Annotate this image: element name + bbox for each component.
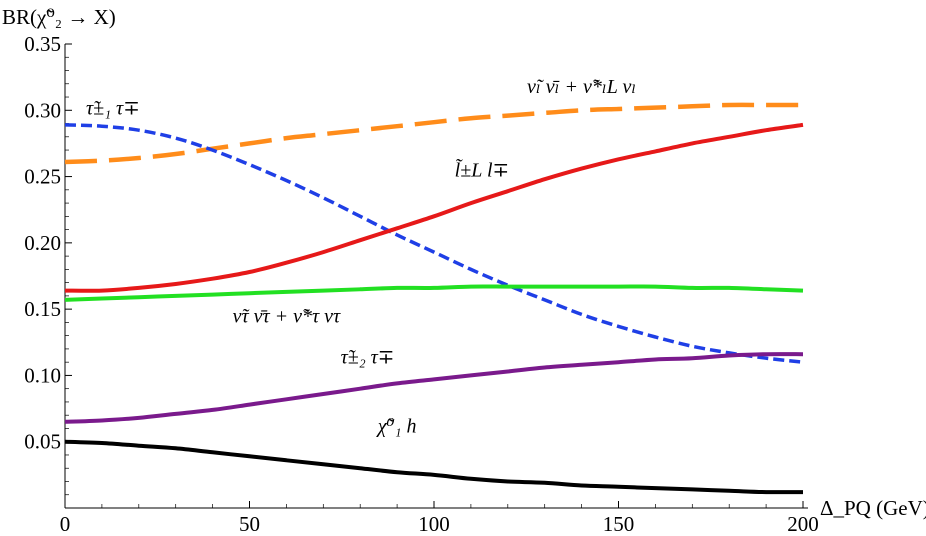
series-label: τ̃±₁ τ∓ bbox=[86, 97, 140, 119]
curve-labels: ν̃ₗ ν̄ₗ + ν̃*ₗL νₗ τ̃±₁ τ∓ l̃±L l∓ ν̃τ ν̄τ … bbox=[86, 76, 636, 437]
x-axis-title: Δ_PQ (GeV) bbox=[820, 496, 926, 520]
x-tick-label: 150 bbox=[603, 512, 635, 536]
x-tick-label: 50 bbox=[239, 512, 260, 536]
curves bbox=[64, 102, 804, 495]
series-line bbox=[64, 123, 804, 364]
y-tick-label: 0.25 bbox=[24, 165, 61, 189]
series-label: χ̃⁰₁ h bbox=[376, 415, 417, 437]
y-axis-title: BR(χ̃⁰₂ → X) bbox=[2, 5, 116, 29]
series-line bbox=[64, 284, 804, 302]
series-line bbox=[64, 122, 804, 293]
x-tick-label: 0 bbox=[60, 512, 71, 536]
y-tick-label: 0.10 bbox=[24, 363, 61, 387]
series-line bbox=[64, 352, 804, 424]
axes bbox=[64, 44, 808, 509]
series-label: ν̃τ ν̄τ + ν̃*τ ντ bbox=[233, 305, 341, 327]
series-label: l̃±L l∓ bbox=[455, 158, 510, 182]
y-tick-label: 0.30 bbox=[24, 98, 61, 122]
x-tick-label: 100 bbox=[418, 512, 450, 536]
y-tick-label: 0.05 bbox=[24, 430, 61, 454]
y-tick-label: 0.35 bbox=[24, 32, 61, 56]
series-line bbox=[64, 439, 804, 495]
series-label: τ̃±₂ τ∓ bbox=[341, 346, 395, 368]
series-line bbox=[64, 102, 803, 165]
ticks: 0 50 100 150 200 0.05 0.10 0.15 0.20 0.25 0.30 0.35 bbox=[24, 32, 819, 536]
y-tick-label: 0.20 bbox=[24, 231, 61, 255]
series-label: ν̃ₗ ν̄ₗ + ν̃*ₗL νₗ bbox=[527, 76, 636, 98]
x-tick-label: 200 bbox=[787, 512, 819, 536]
y-tick-label: 0.15 bbox=[24, 297, 61, 321]
